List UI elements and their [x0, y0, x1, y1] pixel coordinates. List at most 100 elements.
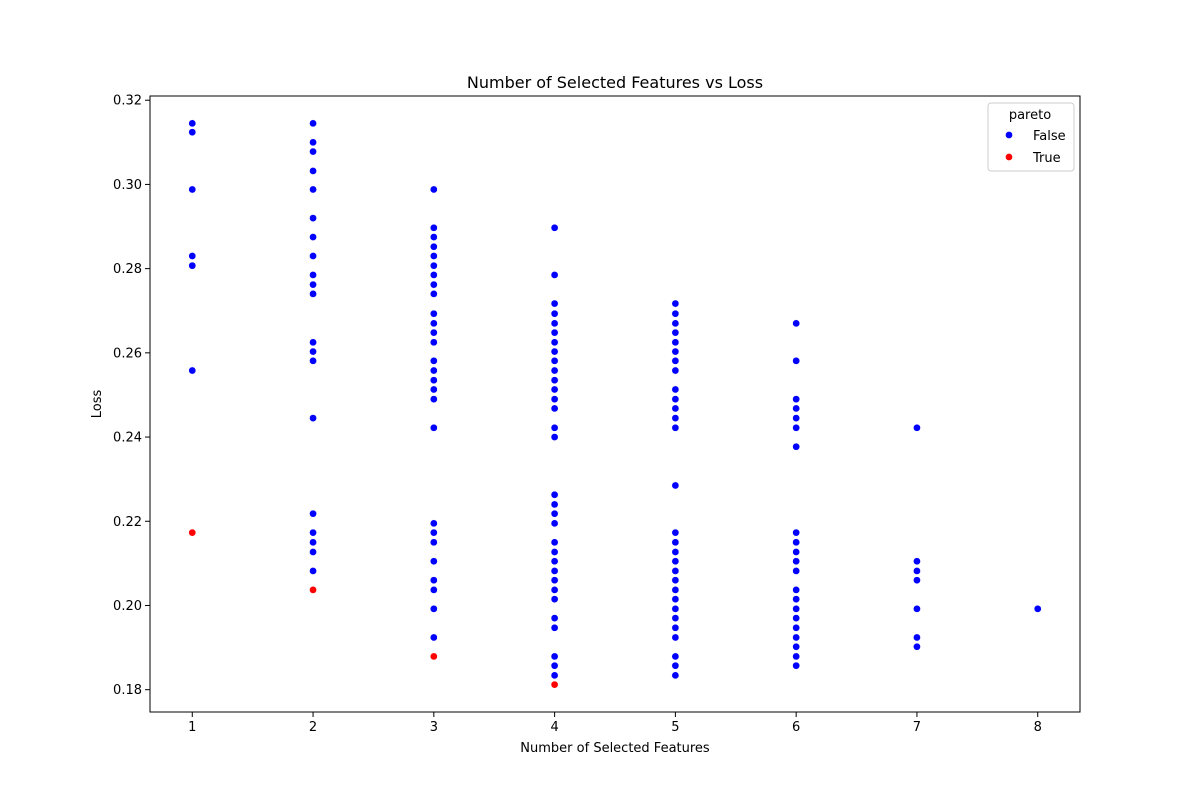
y-tick-label: 0.18 [113, 683, 142, 698]
data-point-false [792, 528, 801, 537]
data-point-false [550, 538, 559, 547]
data-point-false [671, 633, 680, 642]
data-point-false [188, 128, 197, 137]
data-point-false [550, 319, 559, 328]
data-point-false [671, 423, 680, 432]
data-point-false [671, 595, 680, 604]
data-point-false [550, 347, 559, 356]
data-point-false [671, 586, 680, 594]
chart-title: Number of Selected Features vs Loss [467, 73, 763, 92]
data-point-false [550, 356, 559, 365]
data-point-false [792, 661, 801, 670]
data-point-false [913, 576, 921, 585]
data-point-true [550, 680, 559, 689]
data-point-false [671, 385, 680, 394]
data-point-false [671, 528, 680, 537]
data-point-false [309, 119, 317, 128]
y-axis-label: Loss [90, 390, 105, 419]
data-point-false [309, 414, 317, 422]
data-point-false [671, 299, 680, 308]
data-point-false [792, 404, 801, 413]
data-point-false [550, 567, 559, 575]
data-point-false [429, 261, 438, 270]
data-point-false [792, 319, 801, 328]
data-point-false [671, 652, 680, 661]
data-point-false [550, 548, 559, 556]
data-point-false [792, 557, 801, 566]
data-point-false [913, 633, 921, 642]
data-point-false [550, 338, 559, 347]
data-point-false [671, 604, 680, 613]
data-point-false [429, 242, 438, 251]
data-point-false [309, 528, 317, 537]
data-point-false [671, 319, 680, 328]
data-point-false [309, 356, 317, 365]
data-point-false [671, 404, 680, 413]
data-point-false [429, 538, 438, 547]
data-point-false [550, 223, 559, 232]
data-point-false [550, 576, 559, 585]
data-point-false [429, 395, 438, 404]
data-point-false [671, 328, 680, 337]
x-tick-label: 4 [550, 720, 558, 735]
data-point-false [550, 433, 559, 441]
data-point-false [792, 595, 801, 604]
legend-marker-true [1005, 153, 1013, 161]
data-point-false [429, 576, 438, 585]
y-axis: 0.18 0.20 0.22 0.24 0.26 0.28 0.30 0.32 [113, 94, 150, 698]
data-point-false [429, 528, 438, 537]
data-point-false [188, 261, 197, 270]
data-point-false [550, 500, 559, 509]
legend-title: pareto [1009, 108, 1051, 123]
data-point-false [550, 328, 559, 337]
data-point-false [792, 423, 801, 432]
data-point-false [671, 538, 680, 547]
x-axis-label: Number of Selected Features [520, 741, 710, 756]
data-point-false [671, 356, 680, 365]
x-tick-label: 3 [430, 720, 438, 735]
data-point-false [671, 614, 680, 622]
data-point-false [429, 385, 438, 394]
data-point-false [792, 538, 801, 547]
data-point-false [309, 138, 317, 147]
data-point-false [671, 576, 680, 585]
data-point-false [671, 395, 680, 404]
legend-label-true: True [1032, 151, 1061, 166]
data-point-false [429, 319, 438, 328]
data-point-false [1033, 604, 1042, 613]
data-point-false [309, 147, 317, 156]
data-point-false [188, 185, 197, 194]
data-point-false [550, 595, 559, 604]
data-point-false [792, 395, 801, 404]
data-point-false [792, 414, 801, 422]
data-point-false [429, 519, 438, 528]
data-point-false [671, 481, 680, 490]
legend-label-false: False [1033, 129, 1066, 144]
data-point-false [429, 252, 438, 260]
data-point-false [550, 423, 559, 432]
data-point-false [429, 604, 438, 613]
data-points [188, 119, 1042, 689]
data-point-false [309, 233, 317, 241]
data-point-false [550, 376, 559, 385]
data-point-false [671, 338, 680, 347]
data-point-false [188, 252, 197, 260]
data-point-false [188, 119, 197, 128]
data-point-false [913, 604, 921, 613]
y-tick-label: 0.30 [113, 178, 142, 193]
data-point-false [429, 290, 438, 298]
data-point-false [309, 290, 317, 298]
data-point-false [550, 299, 559, 308]
data-point-false [550, 395, 559, 404]
data-point-false [429, 233, 438, 241]
data-point-false [309, 271, 317, 279]
data-point-false [550, 557, 559, 566]
data-point-false [429, 586, 438, 594]
data-point-false [429, 557, 438, 566]
data-point-false [792, 652, 801, 661]
x-tick-label: 6 [792, 720, 800, 735]
data-point-false [671, 623, 680, 632]
data-point-false [309, 567, 317, 575]
data-point-false [309, 280, 317, 289]
